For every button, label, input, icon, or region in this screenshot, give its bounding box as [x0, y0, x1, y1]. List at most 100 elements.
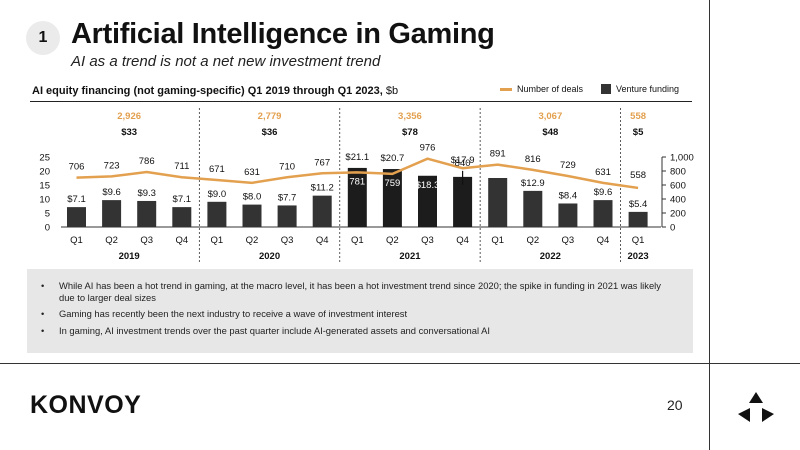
deal-count-label: 723 — [104, 160, 120, 171]
left-axis-tick: 20 — [39, 167, 50, 178]
bar-value-label: $9.3 — [137, 188, 156, 199]
funding-bar — [207, 201, 227, 227]
page-title: Artificial Intelligence in Gaming — [71, 18, 495, 50]
year-deal-total: 3,067 — [538, 111, 562, 122]
funding-bar — [242, 204, 262, 227]
deal-count-label: 729 — [560, 160, 576, 171]
year-deal-total: 558 — [630, 111, 646, 122]
bar-value-label: $9.6 — [594, 187, 613, 198]
deal-count-label: 816 — [525, 154, 541, 165]
left-axis-tick: 5 — [45, 209, 50, 220]
year-deal-total: 3,356 — [398, 111, 422, 122]
bar-value-label: $5.4 — [629, 199, 648, 210]
bar-value-label: $8.0 — [243, 192, 262, 203]
year-funding-total: $78 — [402, 127, 418, 138]
quarter-tick-label: Q4 — [175, 235, 188, 246]
quarter-tick-label: Q3 — [421, 235, 434, 246]
quarter-tick-label: Q2 — [246, 235, 259, 246]
deal-count-label: 976 — [420, 143, 436, 154]
funding-bar — [418, 175, 437, 227]
quarter-tick-label: Q4 — [316, 235, 329, 246]
right-axis-tick: 800 — [670, 167, 686, 178]
chart-title-rule — [30, 101, 692, 102]
deal-count-label: 631 — [595, 167, 611, 178]
deal-count-label: 558 — [630, 170, 646, 181]
bar-value-label: $17.9 — [451, 155, 475, 166]
legend-deals-label: Number of deals — [517, 84, 584, 94]
funding-bar — [558, 203, 578, 227]
bar-value-label: $7.7 — [278, 192, 297, 203]
legend-deals: Number of deals — [500, 84, 583, 94]
funding-bar — [593, 200, 613, 227]
quarter-tick-label: Q3 — [140, 235, 153, 246]
deal-count-label: 891 — [490, 149, 506, 160]
year-funding-total: $48 — [542, 127, 558, 138]
funding-bar — [137, 200, 157, 227]
deal-count-label: 631 — [244, 167, 260, 178]
bar-value-label: $8.4 — [559, 190, 578, 201]
quarter-tick-label: Q2 — [526, 235, 539, 246]
funding-bar — [67, 207, 86, 227]
notes-panel: While AI has been a hot trend in gaming,… — [27, 269, 693, 353]
right-axis-tick: 600 — [670, 181, 686, 192]
year-label: 2019 — [119, 251, 140, 262]
year-funding-total: $5 — [633, 127, 644, 138]
quarter-tick-label: Q1 — [211, 235, 224, 246]
funding-bar — [347, 167, 367, 227]
quarter-tick-label: Q1 — [70, 235, 83, 246]
quarter-tick-label: Q2 — [105, 235, 118, 246]
left-axis-tick: 25 — [39, 153, 50, 164]
right-axis-tick: 200 — [670, 209, 686, 220]
legend-funding-label: Venture funding — [616, 84, 680, 94]
bar-value-label: $18.3 — [416, 180, 440, 191]
konvoy-logo: KONVOY — [30, 391, 142, 419]
deal-count-label: 759 — [384, 178, 400, 189]
bullet-item: In gaming, AI investment trends over the… — [41, 325, 679, 337]
left-axis-tick: 0 — [45, 223, 50, 234]
left-axis-tick: 15 — [39, 181, 50, 192]
bar-value-label: $20.7 — [381, 153, 405, 164]
quarter-tick-label: Q4 — [456, 235, 469, 246]
page-subtitle: AI as a trend is not a net new investmen… — [71, 53, 381, 70]
year-deal-total: 2,926 — [117, 111, 141, 122]
quarter-tick-label: Q1 — [632, 235, 645, 246]
chart-unit: $b — [385, 85, 399, 97]
right-axis-tick: 0 — [670, 223, 675, 234]
quarter-tick-label: Q4 — [597, 235, 610, 246]
chart-title: AI equity financing (not gaming-specific… — [32, 85, 398, 97]
legend-bar-swatch — [601, 84, 611, 94]
deals-line — [76, 157, 639, 190]
funding-bar — [453, 176, 473, 227]
bar-value-label: $9.6 — [102, 187, 121, 198]
funding-bar — [172, 207, 192, 227]
bar-value-label: $11.2 — [311, 183, 334, 194]
deal-count-label: 711 — [174, 161, 189, 172]
funding-bar — [382, 169, 402, 227]
bar-value-label: $12.9 — [521, 178, 545, 189]
bar-value-label: $9.0 — [208, 189, 227, 200]
quarter-tick-label: Q1 — [351, 235, 364, 246]
deal-count-label: 840 — [455, 158, 471, 169]
quarter-tick-label: Q3 — [562, 235, 575, 246]
year-funding-total: $33 — [121, 127, 137, 138]
year-label: 2020 — [259, 251, 280, 262]
funding-bar — [277, 205, 297, 227]
page-number: 20 — [667, 397, 683, 413]
section-badge: 1 — [26, 21, 60, 55]
brand-mark-icon — [738, 392, 774, 422]
year-label: 2023 — [628, 251, 649, 262]
right-axis-tick: 1,000 — [670, 153, 694, 164]
quarter-tick-label: Q1 — [491, 235, 504, 246]
left-axis-tick: 10 — [39, 195, 50, 206]
bar-value-label: $21.1 — [345, 152, 369, 163]
funding-bar — [102, 200, 122, 227]
chart-title-text: AI equity financing (not gaming-specific… — [32, 85, 383, 97]
bar-value-label: $7.1 — [173, 194, 192, 205]
bullet-item: While AI has been a hot trend in gaming,… — [41, 280, 679, 303]
right-axis-tick: 400 — [670, 195, 686, 206]
deal-count-label: 781 — [349, 176, 365, 187]
deal-count-label: 706 — [69, 162, 85, 173]
legend-line-swatch — [500, 87, 512, 91]
deal-count-label: 671 — [209, 164, 225, 175]
year-funding-total: $36 — [262, 127, 278, 138]
